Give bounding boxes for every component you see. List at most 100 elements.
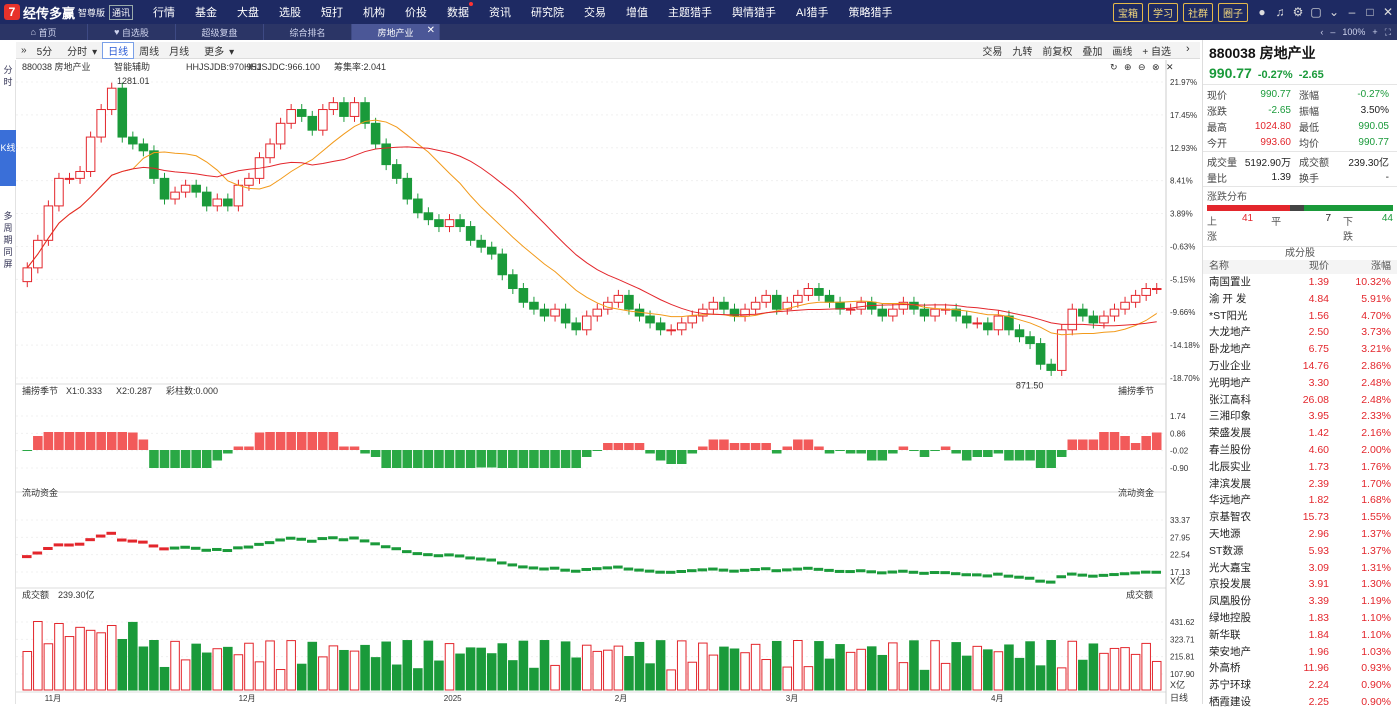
col-pct[interactable]: 涨幅 <box>1371 261 1391 272</box>
minimize-icon[interactable]: – <box>1348 5 1356 19</box>
constituent-row[interactable]: 张江高科 26.08 2.48% <box>1203 392 1397 409</box>
constituent-row[interactable]: 外高桥 11.96 0.93% <box>1203 660 1397 677</box>
side-multi-period[interactable]: 多周期同屏 <box>3 211 13 269</box>
constituent-row[interactable]: 绿地控股 1.83 1.10% <box>1203 610 1397 627</box>
constituent-row[interactable]: 渝 开 发 4.84 5.91% <box>1203 291 1397 308</box>
top-nav-item[interactable]: 大盘 <box>237 7 260 19</box>
refresh-icon[interactable]: ↻ <box>1110 62 1118 72</box>
constituent-row[interactable]: 万业企业 14.76 2.86% <box>1203 358 1397 375</box>
oscillator-bar <box>413 450 423 468</box>
community-button[interactable]: 社群 <box>1183 2 1213 22</box>
constituent-row[interactable]: 荣盛发展 1.42 2.16% <box>1203 425 1397 442</box>
constituent-row[interactable]: 华远地产 1.82 1.68% <box>1203 492 1397 509</box>
bell-icon[interactable]: ♫ <box>1275 5 1285 19</box>
money-flow-mark <box>887 570 898 574</box>
side-kline[interactable]: K线 <box>0 130 16 186</box>
constituent-row[interactable]: 大龙地产 2.50 3.73% <box>1203 324 1397 341</box>
top-nav-item[interactable]: 数据 <box>437 2 479 20</box>
constituent-row[interactable]: 京基智农 15.73 1.55% <box>1203 509 1397 526</box>
constituent-row[interactable]: 凤凰股份 3.39 1.19% <box>1203 593 1397 610</box>
top-nav-item[interactable]: 主题猎手 <box>668 7 713 19</box>
top-nav-item[interactable]: 交易 <box>584 7 607 19</box>
top-nav-item[interactable]: AI猎手 <box>796 7 829 19</box>
candle-body <box>1014 329 1025 338</box>
gear-icon[interactable]: ⚙ <box>1292 5 1304 19</box>
constituent-row[interactable]: 津滨发展 2.39 1.70% <box>1203 476 1397 493</box>
constituent-row[interactable]: 苏宁环球 2.24 0.90% <box>1203 677 1397 694</box>
trade-button[interactable]: 交易 <box>982 46 1003 58</box>
adjust-button[interactable]: 前复权 <box>1042 46 1073 58</box>
maximize-icon[interactable]: □ <box>1366 5 1374 19</box>
top-nav-item[interactable]: 选股 <box>279 7 302 19</box>
treasure-button[interactable]: 宝箱 <box>1113 2 1143 22</box>
period-daily[interactable]: 日线 <box>102 41 135 59</box>
chart-close-icon[interactable]: ✕ <box>1166 62 1174 72</box>
col-price[interactable]: 现价 <box>1309 261 1329 272</box>
tab-real-estate[interactable]: 房地产业 ✕ <box>352 24 440 40</box>
expand-icon[interactable]: » <box>21 44 27 56</box>
tab-ranking[interactable]: 综合排名 <box>264 24 352 40</box>
top-nav-item[interactable]: 增值 <box>626 7 649 19</box>
close-icon[interactable]: ✕ <box>1382 5 1394 19</box>
period-5min[interactable]: 5分 <box>36 46 53 58</box>
tab-home[interactable]: ⌂ 首页 <box>0 24 88 40</box>
constituent-row[interactable]: 新华联 1.84 1.10% <box>1203 627 1397 644</box>
zoom-in-chart-icon[interactable]: ⊕ <box>1124 62 1132 72</box>
constituent-row[interactable]: 春兰股份 4.60 2.00% <box>1203 442 1397 459</box>
kline-chart[interactable]: 880038 房地产业 智能辅助 HHJSJDB:970.951 HHJSJDC… <box>16 60 1200 704</box>
panel-collapse-icon[interactable]: › <box>1186 43 1190 55</box>
tab-watchlist[interactable]: ♥ 自选股 <box>88 24 176 40</box>
overlay-button[interactable]: 叠加 <box>1082 46 1103 58</box>
circle-button[interactable]: 圈子 <box>1218 2 1248 22</box>
period-monthly[interactable]: 月线 <box>169 46 190 58</box>
window-icon[interactable]: ▢ <box>1310 5 1322 19</box>
candle-body <box>1109 308 1120 317</box>
top-nav-item[interactable]: 行情 <box>153 7 176 19</box>
settings-chart-icon[interactable]: ⊗ <box>1152 62 1160 72</box>
top-nav-item[interactable]: 资讯 <box>489 7 512 19</box>
period-intraday[interactable]: 分时 ▾ <box>57 43 102 58</box>
period-more[interactable]: 更多 ▾ <box>194 43 239 58</box>
constituent-row[interactable]: 荣安地产 1.96 1.03% <box>1203 644 1397 661</box>
constituent-row[interactable]: *ST阳光 1.56 4.70% <box>1203 308 1397 325</box>
tab-close-icon[interactable]: ✕ <box>426 25 435 36</box>
side-intraday[interactable]: 分时 <box>3 65 13 87</box>
money-flow-mark <box>338 538 349 542</box>
nine-turn-button[interactable]: 九转 <box>1012 46 1033 58</box>
class-badge[interactable]: 通讯 <box>109 4 134 20</box>
back-icon[interactable]: ‹ <box>1320 27 1324 37</box>
chevron-down-icon[interactable]: ⌄ <box>1328 5 1340 19</box>
zoom-out-icon[interactable]: – <box>1330 27 1336 37</box>
user-icon[interactable]: ● <box>1258 5 1266 19</box>
top-nav-item[interactable]: 短打 <box>321 7 344 19</box>
constituent-row[interactable]: 光明地产 3.30 2.48% <box>1203 375 1397 392</box>
top-nav-item[interactable]: 基金 <box>195 7 218 19</box>
app-logo[interactable]: 7 经传多赢 智尊版 通讯 <box>0 0 134 24</box>
top-nav-item[interactable]: 机构 <box>363 7 386 19</box>
top-nav-item[interactable]: 舆情猎手 <box>732 7 777 19</box>
constituent-row[interactable]: 天地源 2.96 1.37% <box>1203 526 1397 543</box>
zoom-in-icon[interactable]: + <box>1372 27 1378 37</box>
constituent-row[interactable]: 南国置业 1.39 10.32% <box>1203 274 1397 291</box>
constituent-row[interactable]: 光大嘉宝 3.09 1.31% <box>1203 560 1397 577</box>
y-tick-label: -0.90 <box>1170 464 1189 473</box>
fullscreen-icon[interactable]: ⛶ <box>1384 26 1391 37</box>
zoom-out-chart-icon[interactable]: ⊖ <box>1138 62 1146 72</box>
constituent-row[interactable]: 栖霞建设 2.25 0.90% <box>1203 694 1397 711</box>
add-watchlist-button[interactable]: + 自选 <box>1142 46 1171 58</box>
period-weekly[interactable]: 周线 <box>139 46 160 58</box>
oscillator-bar <box>782 446 793 450</box>
top-nav-item[interactable]: 策略猎手 <box>848 7 893 19</box>
assist-toggle[interactable]: 智能辅助 <box>114 61 150 72</box>
top-nav-item[interactable]: 研究院 <box>531 7 565 19</box>
tab-review[interactable]: 超级复盘 <box>176 24 264 40</box>
top-nav-item[interactable]: 价投 <box>405 7 428 19</box>
col-name[interactable]: 名称 <box>1209 261 1229 272</box>
constituent-row[interactable]: ST数源 5.93 1.37% <box>1203 543 1397 560</box>
learn-button[interactable]: 学习 <box>1148 2 1178 22</box>
draw-button[interactable]: 画线 <box>1112 46 1133 58</box>
constituent-row[interactable]: 三湘印象 3.95 2.33% <box>1203 408 1397 425</box>
constituent-row[interactable]: 北辰实业 1.73 1.76% <box>1203 459 1397 476</box>
constituent-row[interactable]: 京投发展 3.91 1.30% <box>1203 576 1397 593</box>
constituent-row[interactable]: 卧龙地产 6.75 3.21% <box>1203 341 1397 358</box>
